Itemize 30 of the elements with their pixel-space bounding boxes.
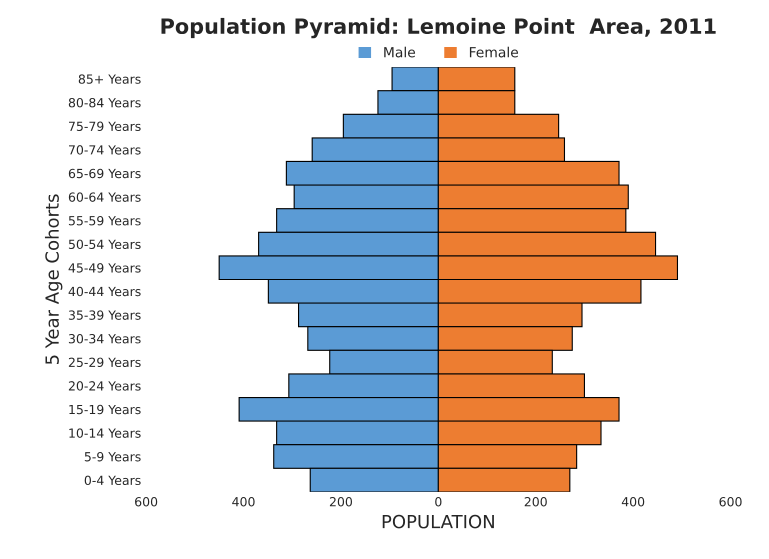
y-tick-label: 75-79 Years bbox=[69, 122, 141, 132]
y-tick-label: 0-4 Years bbox=[84, 476, 141, 486]
x-tick-label: 600 bbox=[719, 497, 742, 506]
x-tick-label: 600 bbox=[135, 497, 158, 506]
y-tick-label: 25-29 Years bbox=[68, 358, 141, 368]
x-axis-title: POPULATION bbox=[382, 514, 494, 528]
y-tick-label: 35-39 Years bbox=[68, 310, 141, 320]
y-tick-label: 80-84 Years bbox=[68, 98, 141, 108]
x-tick-label: 400 bbox=[622, 497, 644, 506]
y-tick-label: 10-14 Years bbox=[69, 428, 141, 438]
x-tick-label: 200 bbox=[524, 497, 547, 506]
legend-label: Male bbox=[384, 46, 416, 58]
x-tick-label: 0 bbox=[435, 497, 442, 506]
y-tick-label: 50-54 Years bbox=[68, 240, 141, 250]
y-tick-label: 85+ Years bbox=[78, 74, 141, 84]
y-axis-title: 5 Year Age Cohorts bbox=[44, 194, 62, 364]
legend-label: Female bbox=[470, 46, 518, 58]
y-tick-label: 20-24 Years bbox=[68, 381, 141, 391]
y-tick-label: 40-44 Years bbox=[68, 286, 141, 296]
y-tick-label: 65-69 Years bbox=[68, 168, 141, 178]
chart-title: Population Pyramid: Lemoine Point Area, 2011 bbox=[162, 18, 716, 38]
y-tick-label: 60-64 Years bbox=[68, 192, 141, 202]
y-tick-label: 30-34 Years bbox=[68, 334, 141, 344]
x-tick-label: 400 bbox=[232, 497, 255, 506]
y-tick-label: 45-49 Years bbox=[68, 263, 141, 273]
y-tick-label: 5-9 Years bbox=[84, 452, 141, 462]
x-tick-label: 200 bbox=[330, 497, 352, 506]
y-tick-label: 15-19 Years bbox=[69, 404, 141, 414]
y-tick-label: 55-59 Years bbox=[68, 216, 141, 226]
y-tick-label: 70-74 Years bbox=[69, 145, 141, 155]
